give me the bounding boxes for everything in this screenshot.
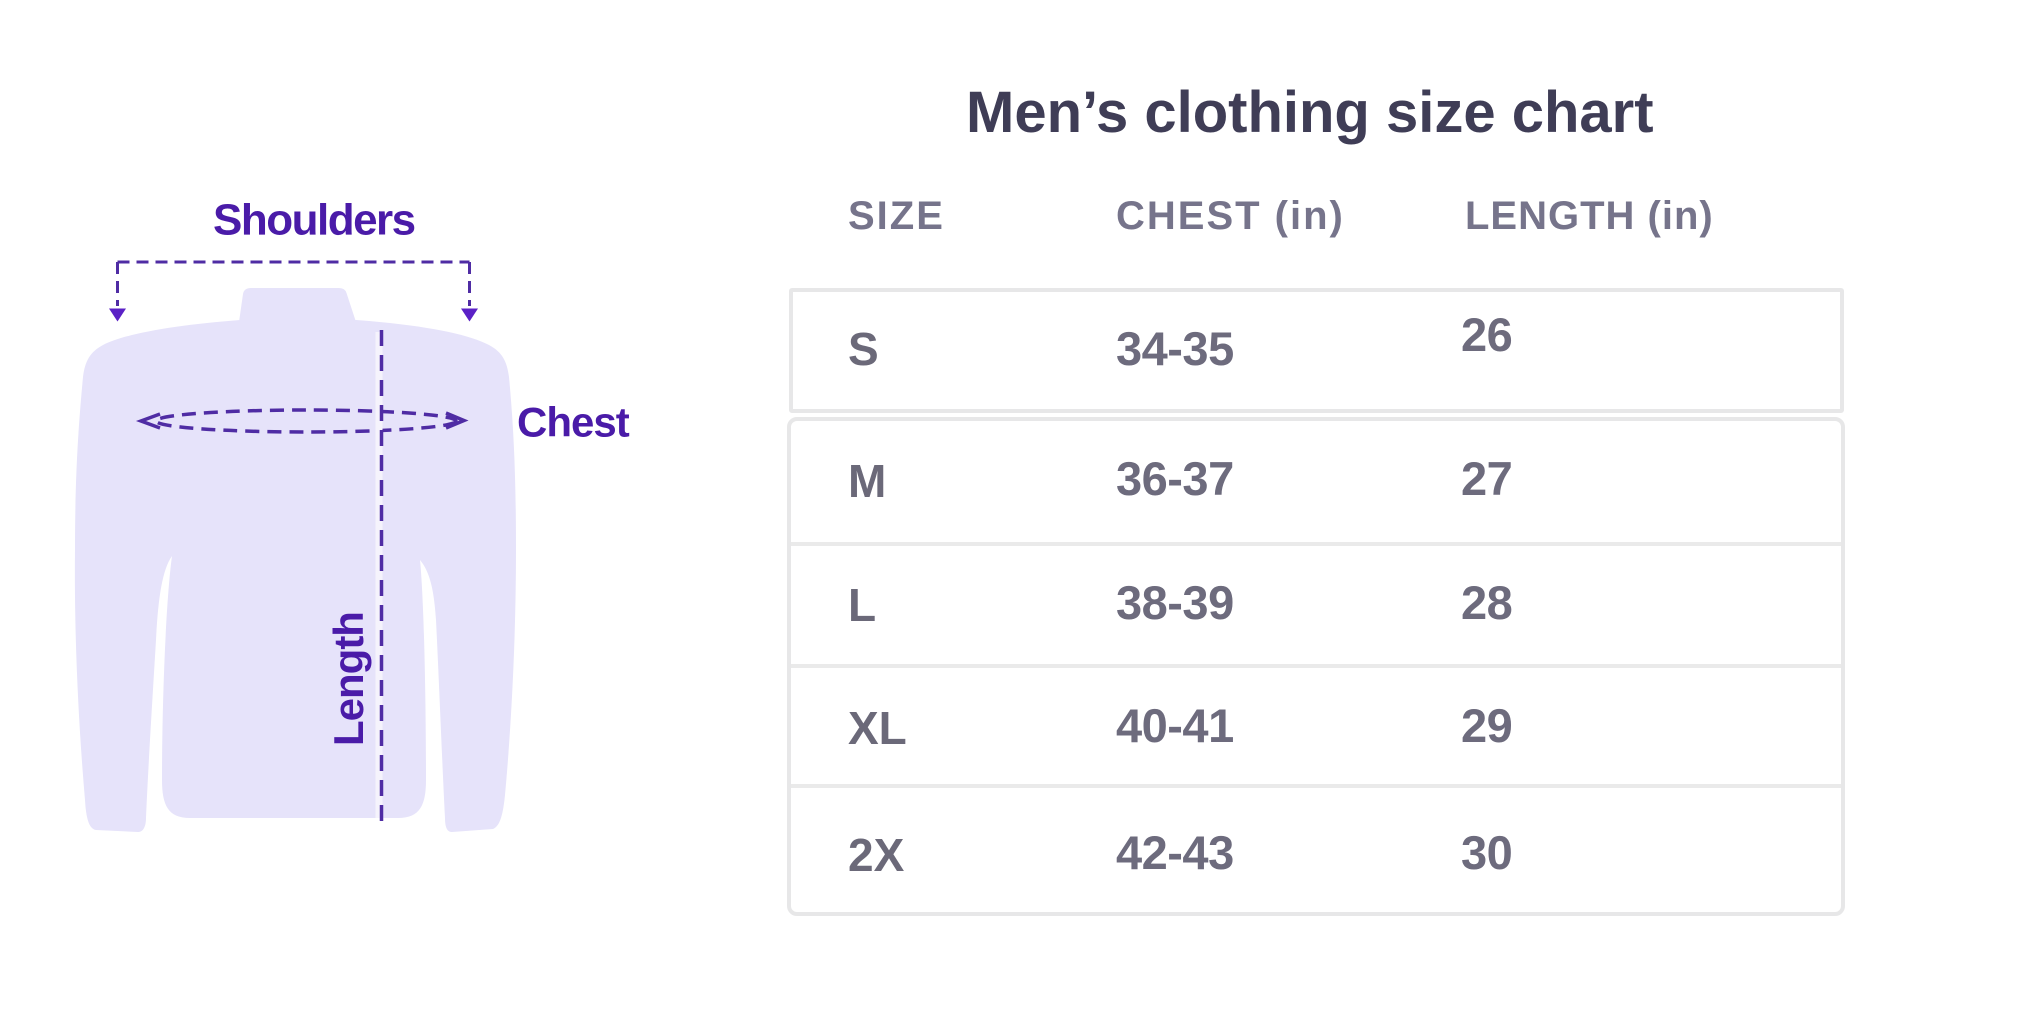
svg-text:Chest: Chest	[517, 399, 630, 446]
svg-text:Length: Length	[325, 612, 372, 746]
svg-text:Shoulders: Shoulders	[213, 196, 415, 245]
